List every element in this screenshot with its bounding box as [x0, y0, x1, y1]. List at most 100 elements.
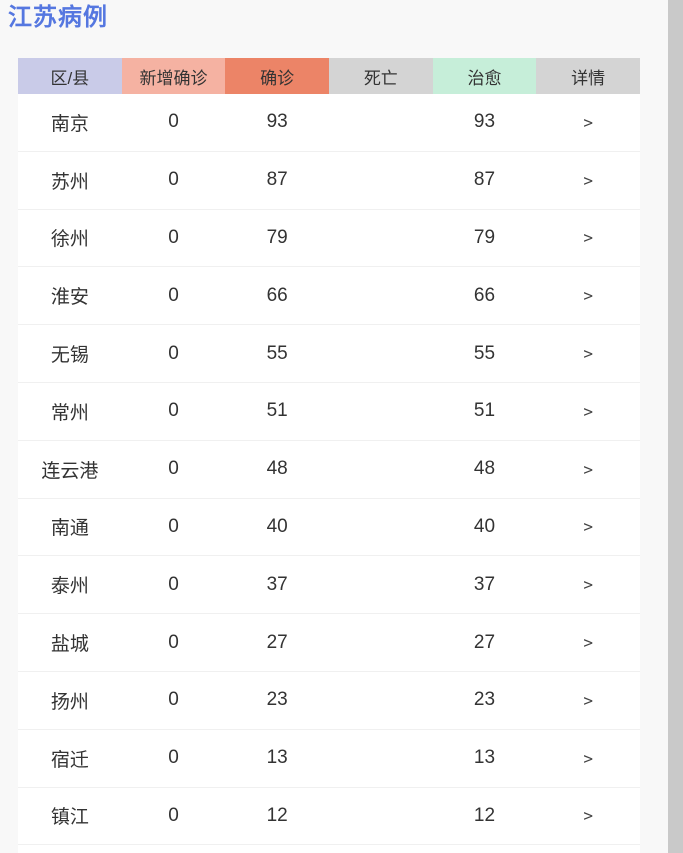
deaths-cell [329, 267, 433, 324]
confirmed-cell: 87 [266, 169, 288, 191]
table-row: 南京 0 93 93 > [18, 94, 640, 152]
detail-cell[interactable]: > [536, 441, 640, 498]
deaths-cell [329, 94, 433, 151]
chevron-right-icon[interactable]: > [583, 633, 593, 653]
chevron-right-icon[interactable]: > [583, 690, 593, 710]
detail-cell[interactable]: > [536, 152, 640, 209]
header-confirmed: 确诊 [225, 58, 329, 94]
chevron-right-icon[interactable]: > [583, 286, 593, 306]
region-cell: 常州 [50, 402, 89, 424]
region-cell: 连云港 [41, 460, 99, 482]
table-row: 扬州 0 23 23 > [18, 671, 640, 730]
detail-cell[interactable]: > [536, 672, 640, 729]
table-row: 南通 0 40 40 > [18, 498, 640, 557]
region-cell: 盐城 [50, 634, 89, 656]
deaths-cell [329, 788, 433, 845]
cured-cell: 55 [473, 342, 496, 364]
cured-cell: 27 [473, 631, 496, 653]
confirmed-cell: 27 [266, 631, 288, 653]
new-confirmed-cell: 0 [168, 169, 179, 191]
table-row: 连云港 0 48 48 > [18, 440, 640, 499]
region-cell: 淮安 [50, 287, 89, 309]
cured-cell: 40 [473, 515, 496, 537]
deaths-cell [329, 441, 433, 498]
cured-cell: 48 [473, 458, 496, 480]
detail-cell[interactable]: > [536, 556, 640, 613]
confirmed-cell: 40 [266, 515, 288, 537]
deaths-cell [329, 210, 433, 267]
detail-cell[interactable]: > [536, 730, 640, 787]
confirmed-cell: 23 [266, 689, 288, 711]
table-row: 徐州 0 79 79 > [18, 209, 640, 268]
cured-cell: 23 [473, 689, 496, 711]
deaths-cell [329, 614, 433, 671]
confirmed-cell: 51 [266, 400, 288, 422]
confirmed-cell: 13 [266, 747, 288, 769]
new-confirmed-cell: 0 [168, 284, 179, 306]
page-title: 江苏病例 [8, 4, 108, 31]
confirmed-cell: 93 [266, 111, 288, 133]
new-confirmed-cell: 0 [168, 111, 179, 133]
new-confirmed-cell: 0 [168, 342, 179, 364]
detail-cell[interactable]: > [536, 210, 640, 267]
scrollbar[interactable] [668, 0, 683, 853]
cured-cell: 12 [473, 804, 496, 826]
table-row: 盐城 0 27 27 > [18, 614, 640, 672]
confirmed-cell: 37 [266, 573, 288, 595]
deaths-cell [329, 152, 433, 209]
deaths-cell [329, 383, 433, 440]
header-region: 区/县 [18, 58, 122, 94]
new-confirmed-cell: 0 [168, 458, 179, 480]
cured-cell: 87 [473, 169, 496, 191]
chevron-right-icon[interactable]: > [583, 806, 593, 826]
new-confirmed-cell: 0 [168, 631, 179, 653]
confirmed-cell: 79 [266, 226, 288, 248]
cured-cell: 93 [473, 111, 496, 133]
chevron-right-icon[interactable]: > [583, 517, 593, 537]
chevron-right-icon[interactable]: > [583, 170, 593, 190]
chevron-right-icon[interactable]: > [583, 401, 593, 421]
new-confirmed-cell: 0 [168, 515, 179, 537]
table-body: 南京 0 93 93 > 苏州 0 87 87 > [18, 94, 640, 846]
table-header-row: 区/县 新增确诊 确诊 死亡 治愈 详情 [18, 58, 640, 94]
detail-cell[interactable]: > [536, 267, 640, 324]
chevron-right-icon[interactable]: > [583, 748, 593, 768]
confirmed-cell: 12 [266, 804, 288, 826]
table-row: 镇江 0 12 12 > [18, 787, 640, 846]
header-deaths: 死亡 [328, 58, 433, 94]
region-cell: 泰州 [50, 576, 89, 598]
header-new-confirmed: 新增确诊 [121, 58, 226, 94]
confirmed-cell: 55 [266, 342, 288, 364]
detail-cell[interactable]: > [536, 614, 640, 671]
new-confirmed-cell: 0 [168, 689, 179, 711]
detail-cell[interactable]: > [536, 325, 640, 382]
detail-cell[interactable]: > [536, 499, 640, 556]
chevron-right-icon[interactable]: > [583, 575, 593, 595]
table-row: 无锡 0 55 55 > [18, 325, 640, 383]
detail-cell[interactable]: > [536, 383, 640, 440]
region-cell: 宿迁 [50, 749, 89, 771]
chevron-right-icon[interactable]: > [583, 228, 593, 248]
chevron-right-icon[interactable]: > [583, 459, 593, 479]
region-cell: 苏州 [50, 171, 89, 193]
chevron-right-icon[interactable]: > [583, 344, 593, 364]
detail-cell[interactable]: > [536, 94, 640, 151]
deaths-cell [329, 672, 433, 729]
new-confirmed-cell: 0 [168, 400, 179, 422]
header-detail: 详情 [536, 58, 640, 94]
table-row: 苏州 0 87 87 > [18, 151, 640, 210]
confirmed-cell: 48 [266, 458, 288, 480]
cases-table: 区/县 新增确诊 确诊 死亡 治愈 详情 南京 0 93 93 > [18, 58, 640, 853]
cured-cell: 66 [473, 284, 496, 306]
region-cell: 南通 [50, 518, 89, 540]
detail-cell[interactable]: > [536, 788, 640, 845]
cured-cell: 37 [473, 573, 496, 595]
region-cell: 徐州 [50, 229, 89, 251]
table-row: 泰州 0 37 37 > [18, 556, 640, 615]
table-row: 淮安 0 66 66 > [18, 267, 640, 326]
deaths-cell [329, 325, 433, 382]
new-confirmed-cell: 0 [168, 747, 179, 769]
new-confirmed-cell: 0 [168, 804, 179, 826]
chevron-right-icon[interactable]: > [583, 112, 593, 132]
